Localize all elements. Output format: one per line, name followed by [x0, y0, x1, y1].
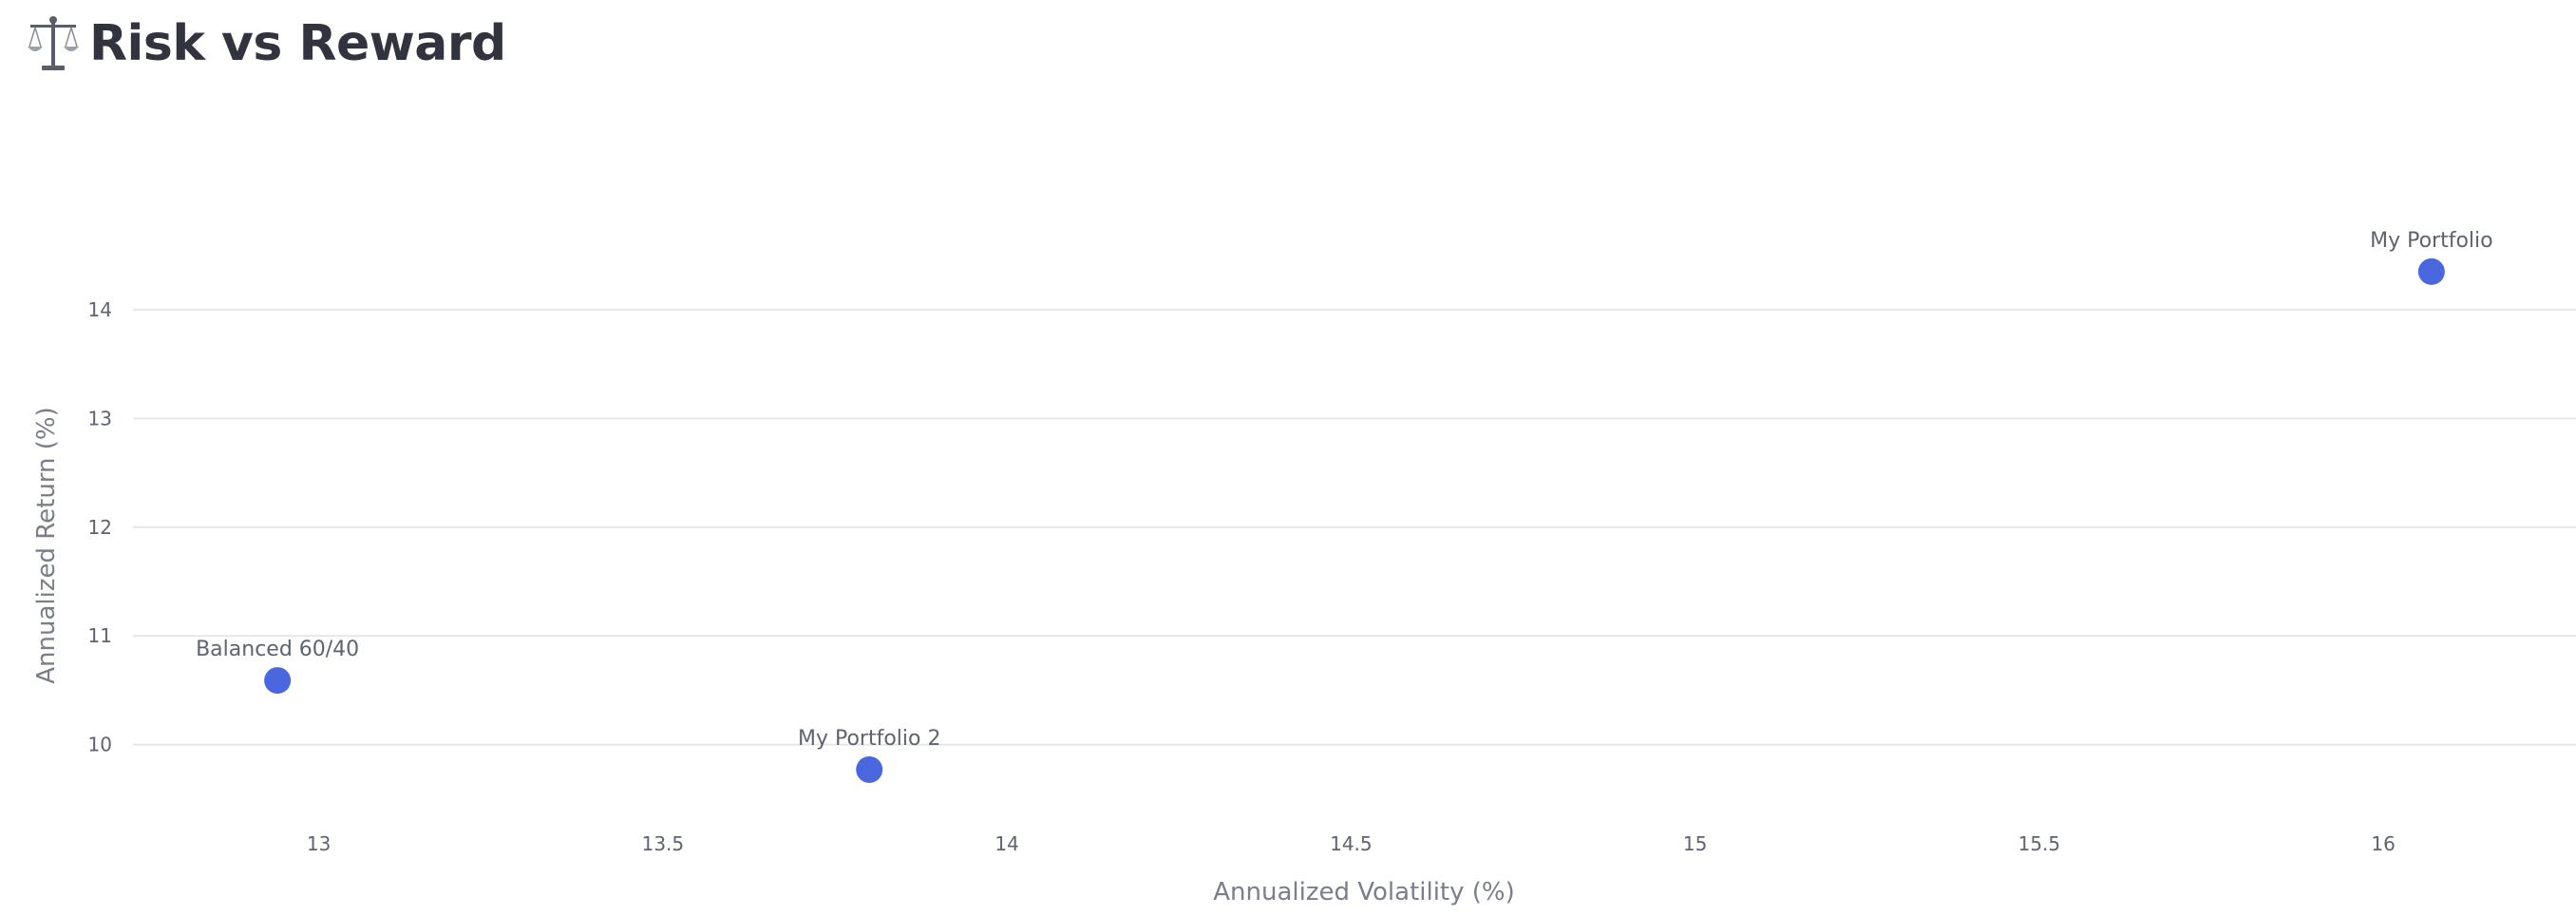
data-point-marker[interactable] [856, 755, 883, 783]
header: Risk vs Reward [27, 8, 506, 80]
x-tick-labels: 13 13.5 14 14.5 15 15.5 16 [307, 832, 2396, 855]
data-point-label: My Portfolio 2 [798, 727, 941, 751]
x-axis-title: Annualized Volatility (%) [1213, 878, 1515, 906]
y-tick-label: 13 [88, 407, 112, 429]
x-tick-label: 13 [307, 832, 331, 855]
y-tick-label: 10 [88, 734, 112, 756]
x-tick-label: 14.5 [1330, 832, 1373, 855]
data-point-label: Balanced 60/40 [196, 638, 359, 661]
data-points: Balanced 60/40 My Portfolio 2 My Portfolio [196, 229, 2493, 783]
y-axis-title: Annualized Return (%) [32, 407, 61, 684]
grid-lines [133, 308, 2576, 746]
x-tick-label: 15 [1683, 832, 1707, 855]
x-tick-label: 16 [2371, 832, 2395, 855]
data-point-label: My Portfolio [2370, 229, 2493, 253]
x-tick-label: 15.5 [2018, 832, 2061, 855]
page-title: Risk vs Reward [89, 15, 506, 72]
balance-scale-icon [28, 16, 79, 70]
data-point-marker[interactable] [2417, 258, 2445, 285]
y-tick-labels: 10 11 12 13 14 [88, 298, 112, 756]
y-tick-label: 12 [88, 516, 112, 539]
y-tick-label: 11 [88, 624, 112, 647]
y-tick-label: 14 [88, 298, 112, 321]
data-point-marker[interactable] [264, 667, 292, 695]
x-tick-label: 14 [994, 832, 1018, 855]
x-tick-label: 13.5 [642, 832, 685, 855]
